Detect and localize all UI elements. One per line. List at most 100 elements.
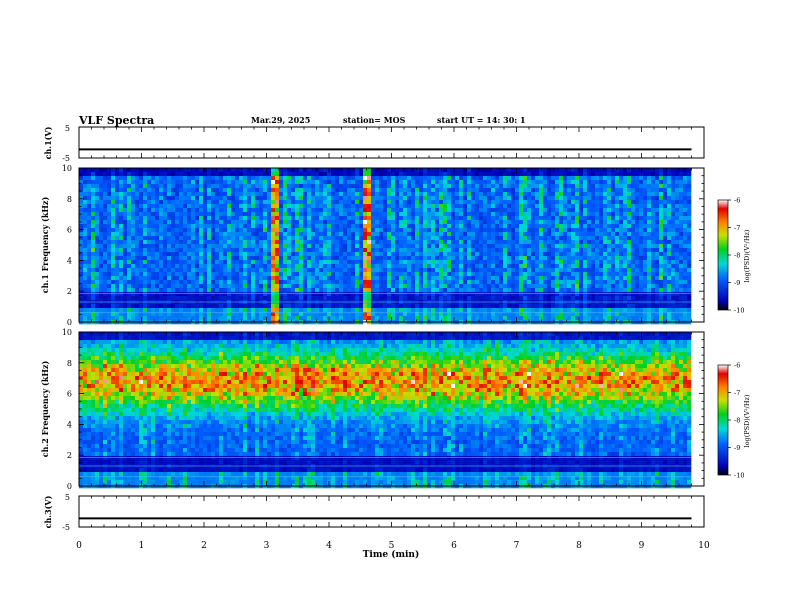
spectrogram-cell <box>223 196 228 201</box>
spectrogram-cell <box>555 296 560 301</box>
spectrogram-cell <box>107 272 112 277</box>
spectrogram-cell <box>339 256 344 261</box>
spectrogram-cell <box>411 224 416 229</box>
spectrogram-cell <box>103 312 108 317</box>
spectrogram-cell <box>423 188 428 193</box>
spectrogram-cell <box>171 232 176 237</box>
spectrogram-cell <box>227 276 232 281</box>
spectrogram-cell <box>315 220 320 225</box>
spectrogram-cell <box>107 288 112 293</box>
spectrogram-cell <box>279 276 284 281</box>
spectrogram-cell <box>91 204 96 209</box>
spectrogram-cell <box>103 272 108 277</box>
spectrogram-cell <box>315 180 320 185</box>
spectrogram-cell <box>91 292 96 297</box>
spectrogram-cell <box>295 236 300 241</box>
spectrogram-cell <box>167 280 172 285</box>
spectrogram-cell <box>243 208 248 213</box>
spectrogram-cell <box>315 276 320 281</box>
spectrogram-cell <box>367 188 372 193</box>
spectrogram-cell <box>579 168 584 173</box>
spectrogram-cell <box>151 168 156 173</box>
spectrogram-cell <box>171 176 176 181</box>
spectrogram-cell <box>335 172 340 177</box>
spectrogram-cell <box>119 204 124 209</box>
spectrogram-cell <box>287 184 292 189</box>
spectrogram-cell <box>123 228 128 233</box>
spectrogram-cell <box>447 260 452 265</box>
spectrogram-cell <box>491 284 496 289</box>
spectrogram-cell <box>575 316 580 321</box>
spectrogram-cell <box>147 248 152 253</box>
spectrogram-cell <box>143 312 148 317</box>
spectrogram-cell <box>543 288 548 293</box>
spectrogram-cell <box>507 216 512 221</box>
spectrogram-cell <box>155 240 160 245</box>
spectrogram-cell <box>243 264 248 269</box>
spectrogram-cell <box>135 308 140 313</box>
spectrogram-cell <box>459 308 464 313</box>
spectrogram-cell <box>79 284 84 289</box>
spectrogram-cell <box>295 180 300 185</box>
spectrogram-cell <box>195 228 200 233</box>
spectrogram-cell <box>567 244 572 249</box>
spectrogram-cell <box>135 196 140 201</box>
spectrogram-cell <box>99 248 104 253</box>
spectrogram-cell <box>123 204 128 209</box>
spectrogram-cell <box>419 276 424 281</box>
spectrogram-cell <box>419 196 424 201</box>
spectrogram-cell <box>271 196 276 201</box>
spectrogram-cell <box>347 312 352 317</box>
spectrogram-cell <box>231 228 236 233</box>
spectrogram-cell <box>367 260 372 265</box>
spectrogram-cell <box>355 312 360 317</box>
spectrogram-cell <box>323 176 328 181</box>
spectrogram-cell <box>491 232 496 237</box>
spectrogram-cell <box>423 284 428 289</box>
spectrogram-cell <box>315 252 320 257</box>
spectrogram-cell <box>163 292 168 297</box>
spectrogram-cell <box>447 220 452 225</box>
spectrogram-cell <box>119 212 124 217</box>
spectrogram-cell <box>423 292 428 297</box>
spectrogram-cell <box>515 304 520 309</box>
spectrogram-cell <box>255 212 260 217</box>
spectrogram-cell <box>243 192 248 197</box>
spectrogram-cell <box>519 284 524 289</box>
spectrogram-cell <box>375 284 380 289</box>
spectrogram-cell <box>311 244 316 249</box>
spectrogram-cell <box>287 268 292 273</box>
spectrogram-cell <box>143 228 148 233</box>
spectrogram-cell <box>431 168 436 173</box>
spectrogram-cell <box>151 292 156 297</box>
spectrogram-cell <box>551 308 556 313</box>
spectrogram-cell <box>275 192 280 197</box>
spectrogram-cell <box>439 172 444 177</box>
spectrogram-cell <box>351 200 356 205</box>
spectrogram-cell <box>231 312 236 317</box>
spectrogram-cell <box>139 172 144 177</box>
spectrogram-cell <box>447 204 452 209</box>
spectrogram-cell <box>423 224 428 229</box>
spectrogram-cell <box>131 268 136 273</box>
spectrogram-cell <box>175 308 180 313</box>
spectrogram-cell <box>447 284 452 289</box>
spectrogram-cell <box>515 220 520 225</box>
spectrogram-cell <box>403 236 408 241</box>
spectrogram-cell <box>183 204 188 209</box>
spectrogram-cell <box>383 240 388 245</box>
spectrogram-cell <box>431 220 436 225</box>
spectrogram-cell <box>339 172 344 177</box>
spectrogram-cell <box>531 272 536 277</box>
spectrogram-cell <box>539 264 544 269</box>
spectrogram-cell <box>263 256 268 261</box>
spectrogram-cell <box>567 284 572 289</box>
spectrogram-cell <box>351 264 356 269</box>
spectrogram-cell <box>203 184 208 189</box>
spectrogram-cell <box>407 276 412 281</box>
spectrogram-cell <box>351 204 356 209</box>
spectrogram-cell <box>155 184 160 189</box>
spectrogram-cell <box>319 172 324 177</box>
spectrogram-cell <box>511 288 516 293</box>
spectrogram-cell <box>455 224 460 229</box>
